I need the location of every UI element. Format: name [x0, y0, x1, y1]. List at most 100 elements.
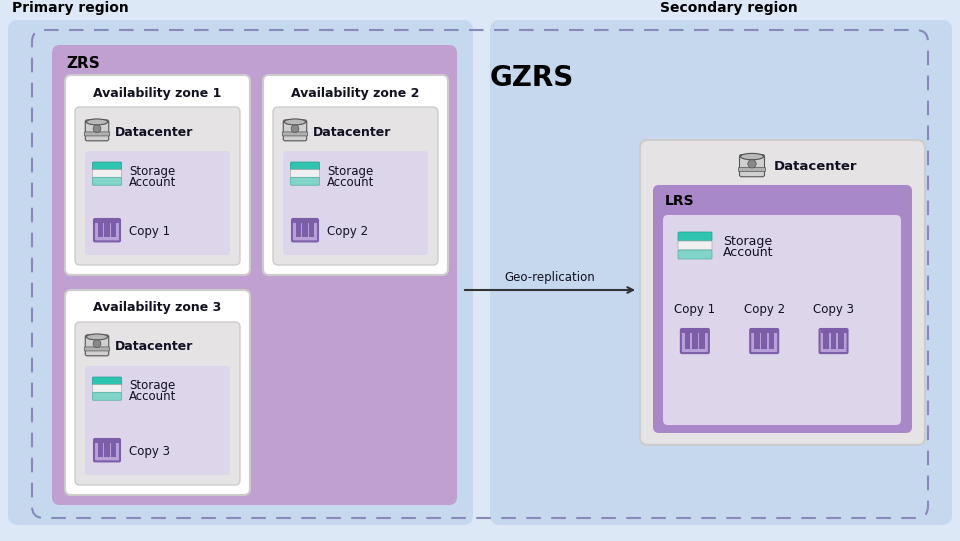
- Bar: [824, 332, 829, 349]
- Text: Availability zone 1: Availability zone 1: [93, 87, 222, 100]
- Bar: [769, 332, 775, 349]
- Text: Availability zone 3: Availability zone 3: [93, 301, 222, 314]
- FancyBboxPatch shape: [65, 290, 250, 495]
- FancyBboxPatch shape: [290, 162, 320, 170]
- Bar: [111, 442, 116, 457]
- Ellipse shape: [86, 119, 108, 125]
- Ellipse shape: [284, 119, 305, 125]
- Text: Account: Account: [723, 247, 774, 260]
- FancyBboxPatch shape: [273, 107, 438, 265]
- FancyBboxPatch shape: [678, 250, 712, 259]
- FancyBboxPatch shape: [653, 185, 912, 433]
- Text: Copy 2: Copy 2: [327, 226, 368, 239]
- FancyBboxPatch shape: [85, 151, 230, 255]
- FancyBboxPatch shape: [92, 162, 122, 170]
- FancyBboxPatch shape: [92, 385, 122, 393]
- FancyBboxPatch shape: [663, 215, 901, 425]
- Circle shape: [748, 160, 756, 168]
- FancyBboxPatch shape: [283, 120, 307, 141]
- Text: Copy 1: Copy 1: [674, 304, 715, 316]
- Bar: [309, 222, 314, 237]
- Text: Datacenter: Datacenter: [115, 340, 193, 353]
- Text: Account: Account: [129, 175, 177, 188]
- Bar: [684, 332, 690, 349]
- FancyBboxPatch shape: [282, 132, 308, 136]
- Circle shape: [93, 125, 101, 133]
- FancyBboxPatch shape: [84, 132, 109, 136]
- Bar: [761, 332, 767, 349]
- Bar: [98, 222, 103, 237]
- Text: Storage: Storage: [723, 234, 772, 247]
- FancyBboxPatch shape: [65, 75, 250, 275]
- Bar: [95, 220, 119, 223]
- FancyBboxPatch shape: [75, 107, 240, 265]
- FancyBboxPatch shape: [75, 322, 240, 485]
- Bar: [296, 222, 300, 237]
- Bar: [111, 222, 116, 237]
- Text: Account: Account: [129, 391, 177, 404]
- Text: Datacenter: Datacenter: [774, 161, 857, 174]
- FancyBboxPatch shape: [738, 167, 766, 171]
- Text: Availability zone 2: Availability zone 2: [291, 87, 420, 100]
- FancyBboxPatch shape: [678, 241, 712, 250]
- Bar: [752, 330, 778, 333]
- Bar: [682, 330, 708, 333]
- Ellipse shape: [86, 334, 108, 340]
- FancyBboxPatch shape: [678, 232, 712, 241]
- Circle shape: [93, 340, 101, 347]
- Text: Copy 2: Copy 2: [744, 304, 784, 316]
- Text: Storage: Storage: [327, 164, 373, 177]
- FancyBboxPatch shape: [84, 347, 109, 351]
- Bar: [95, 440, 119, 443]
- Bar: [692, 332, 698, 349]
- Text: Copy 1: Copy 1: [129, 226, 170, 239]
- FancyBboxPatch shape: [263, 75, 448, 275]
- FancyBboxPatch shape: [490, 20, 952, 525]
- FancyBboxPatch shape: [640, 140, 925, 445]
- FancyBboxPatch shape: [92, 177, 122, 185]
- Text: Primary region: Primary region: [12, 1, 129, 15]
- FancyBboxPatch shape: [820, 329, 848, 353]
- Bar: [302, 222, 307, 237]
- Text: Geo-replication: Geo-replication: [505, 272, 595, 285]
- FancyBboxPatch shape: [681, 329, 708, 353]
- Text: Datacenter: Datacenter: [115, 126, 193, 138]
- FancyBboxPatch shape: [92, 377, 122, 385]
- FancyBboxPatch shape: [92, 170, 122, 177]
- Text: Account: Account: [327, 175, 374, 188]
- Bar: [98, 442, 103, 457]
- FancyBboxPatch shape: [283, 151, 428, 255]
- FancyBboxPatch shape: [52, 45, 457, 505]
- Bar: [830, 332, 836, 349]
- Bar: [754, 332, 759, 349]
- Text: Copy 3: Copy 3: [813, 304, 854, 316]
- FancyBboxPatch shape: [290, 170, 320, 177]
- FancyBboxPatch shape: [750, 329, 779, 353]
- FancyBboxPatch shape: [85, 366, 230, 475]
- Text: Storage: Storage: [129, 379, 176, 393]
- FancyBboxPatch shape: [739, 155, 764, 177]
- Text: LRS: LRS: [665, 194, 695, 208]
- Bar: [105, 442, 109, 457]
- Bar: [699, 332, 705, 349]
- FancyBboxPatch shape: [94, 439, 120, 461]
- FancyBboxPatch shape: [85, 335, 108, 356]
- FancyBboxPatch shape: [92, 392, 122, 400]
- Bar: [105, 222, 109, 237]
- FancyBboxPatch shape: [85, 120, 108, 141]
- Text: Storage: Storage: [129, 164, 176, 177]
- Bar: [293, 220, 317, 223]
- Text: GZRS: GZRS: [490, 64, 574, 92]
- FancyBboxPatch shape: [292, 219, 318, 241]
- Text: Datacenter: Datacenter: [313, 126, 392, 138]
- Circle shape: [291, 125, 299, 133]
- Text: Secondary region: Secondary region: [660, 1, 798, 15]
- Text: Copy 3: Copy 3: [129, 445, 170, 459]
- FancyBboxPatch shape: [8, 20, 473, 525]
- Bar: [821, 330, 847, 333]
- Text: ZRS: ZRS: [66, 56, 100, 70]
- Ellipse shape: [740, 153, 763, 160]
- FancyBboxPatch shape: [94, 219, 120, 241]
- Bar: [838, 332, 844, 349]
- FancyBboxPatch shape: [290, 177, 320, 185]
